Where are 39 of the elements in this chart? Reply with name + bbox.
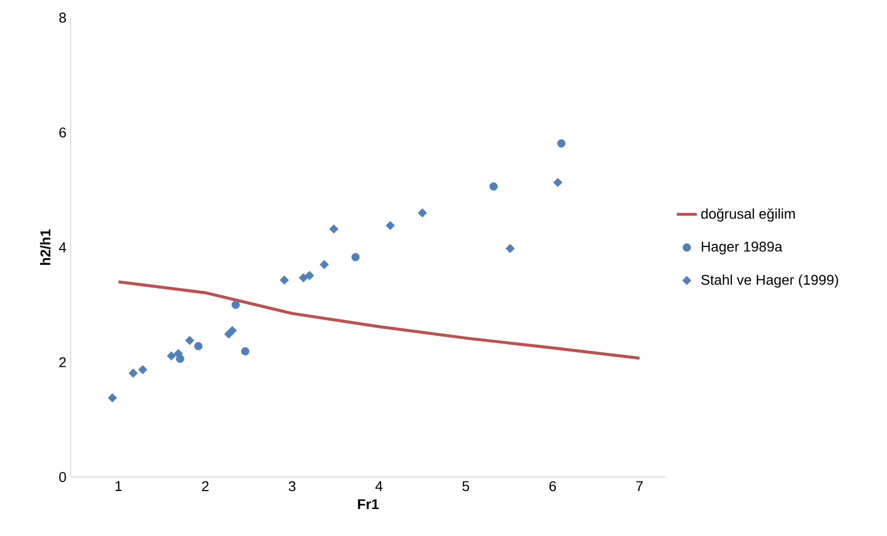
point: [506, 244, 515, 254]
x-axis-title: Fr1: [358, 499, 379, 510]
point: [386, 220, 395, 230]
point: [185, 336, 194, 345]
x-tick-label: 4: [375, 481, 382, 491]
y-tick-label: 0: [59, 472, 66, 482]
y-tick-label: 6: [59, 128, 66, 138]
x-tick-label: 3: [288, 481, 296, 492]
y-tick-label: 2: [59, 357, 66, 368]
point: [128, 368, 138, 378]
point: [194, 342, 202, 350]
legend-label: Hager 1989a: [702, 242, 782, 254]
x-tick-label: 6: [549, 481, 556, 492]
point: [228, 326, 237, 336]
x-tick-label: 1: [116, 481, 122, 491]
point: [138, 365, 148, 374]
point: [304, 270, 314, 280]
x-tick-label: 7: [636, 481, 643, 491]
point: [489, 182, 498, 191]
legend-label: doğrusal eğilim: [701, 208, 795, 222]
point: [329, 224, 338, 234]
x-tick-label: 2: [202, 481, 209, 492]
y-tick-label: 8: [59, 12, 66, 23]
point: [320, 260, 329, 270]
point: [557, 139, 566, 148]
point: [166, 351, 176, 360]
point: [418, 208, 427, 218]
point: [280, 276, 289, 285]
point: [351, 253, 360, 262]
y-axis-title: h2/h1: [40, 229, 51, 265]
point: [232, 300, 240, 309]
legend-label: Stahl ve Hager (1999): [701, 274, 838, 288]
point: [108, 393, 117, 402]
x-tick-label: 5: [462, 481, 470, 492]
point: [241, 347, 250, 356]
y-tick-label: 4: [58, 242, 66, 252]
point: [553, 178, 562, 188]
point: [298, 273, 308, 282]
line-series: [116, 280, 641, 360]
